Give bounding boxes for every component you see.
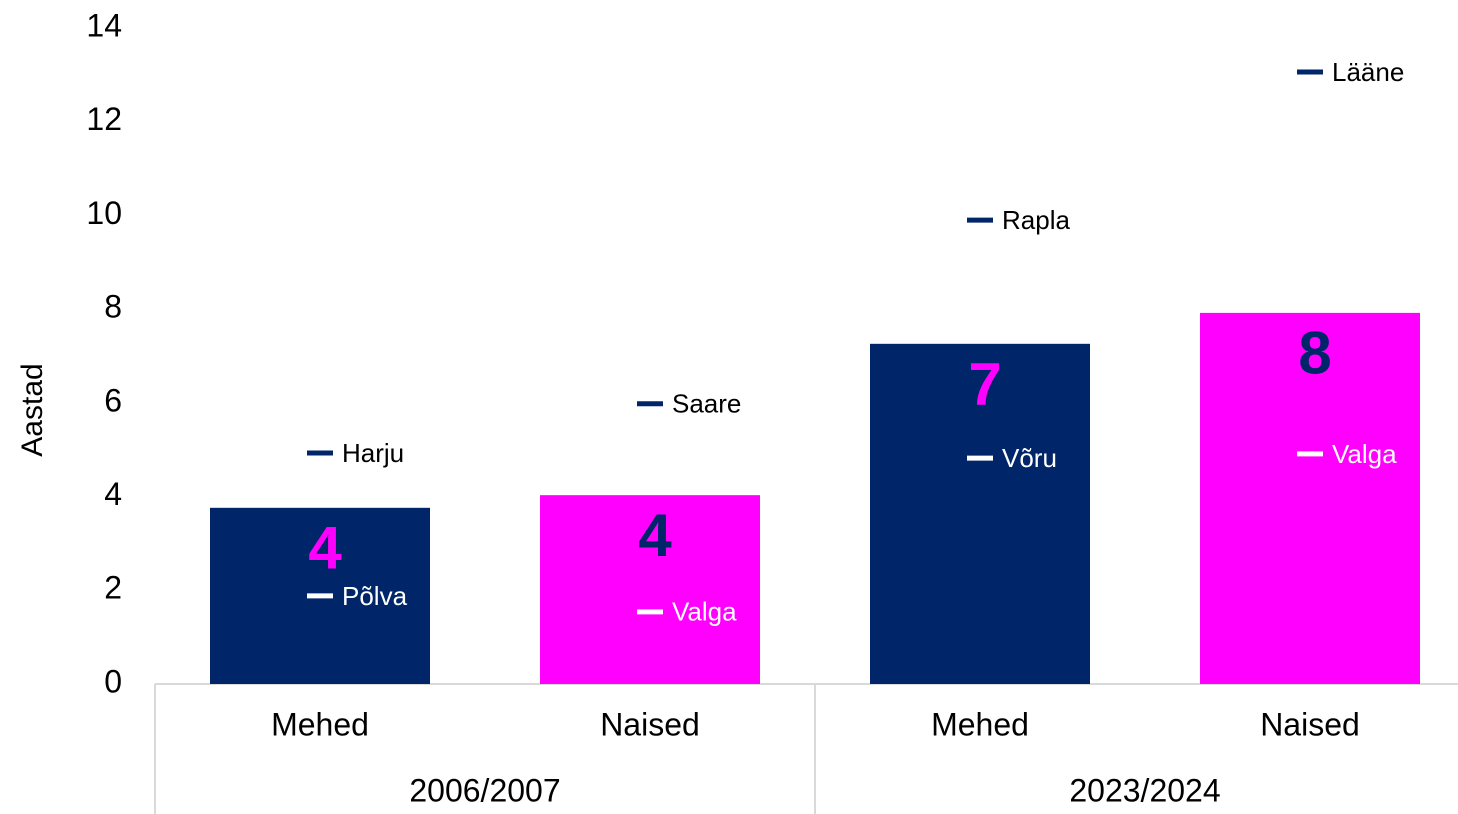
x-tick-label: Naised (600, 706, 700, 742)
x-tick-label: Mehed (271, 706, 369, 742)
marker-label: Harju (342, 438, 404, 468)
marker-label: Võru (1002, 443, 1057, 473)
marker-label: Valga (1332, 439, 1397, 469)
y-tick-label: 8 (104, 289, 122, 325)
y-tick-label: 12 (86, 101, 122, 137)
y-tick-label: 10 (86, 195, 122, 231)
value-label: 4 (308, 515, 342, 582)
marker-label: Valga (672, 597, 737, 627)
marker-label: Rapla (1002, 205, 1070, 235)
value-label: 8 (1298, 320, 1331, 387)
y-tick-label: 6 (104, 382, 122, 418)
marker-label: Põlva (342, 581, 408, 611)
bar (870, 343, 1090, 684)
marker-label: Lääne (1332, 57, 1404, 87)
bar (1200, 312, 1420, 684)
y-tick-label: 4 (104, 476, 122, 512)
y-tick-label: 14 (86, 7, 122, 43)
x-tick-label: Mehed (931, 706, 1029, 742)
value-label: 4 (638, 502, 672, 569)
bar (540, 495, 760, 684)
marker-label: Saare (672, 389, 741, 419)
group-label: 2006/2007 (409, 772, 560, 808)
y-tick-label: 2 (104, 570, 122, 606)
group-label: 2023/2024 (1069, 772, 1220, 808)
value-label: 7 (968, 351, 1001, 418)
y-tick-label: 0 (104, 663, 122, 699)
x-tick-label: Naised (1260, 706, 1360, 742)
y-axis-label: Aastad (16, 363, 49, 456)
